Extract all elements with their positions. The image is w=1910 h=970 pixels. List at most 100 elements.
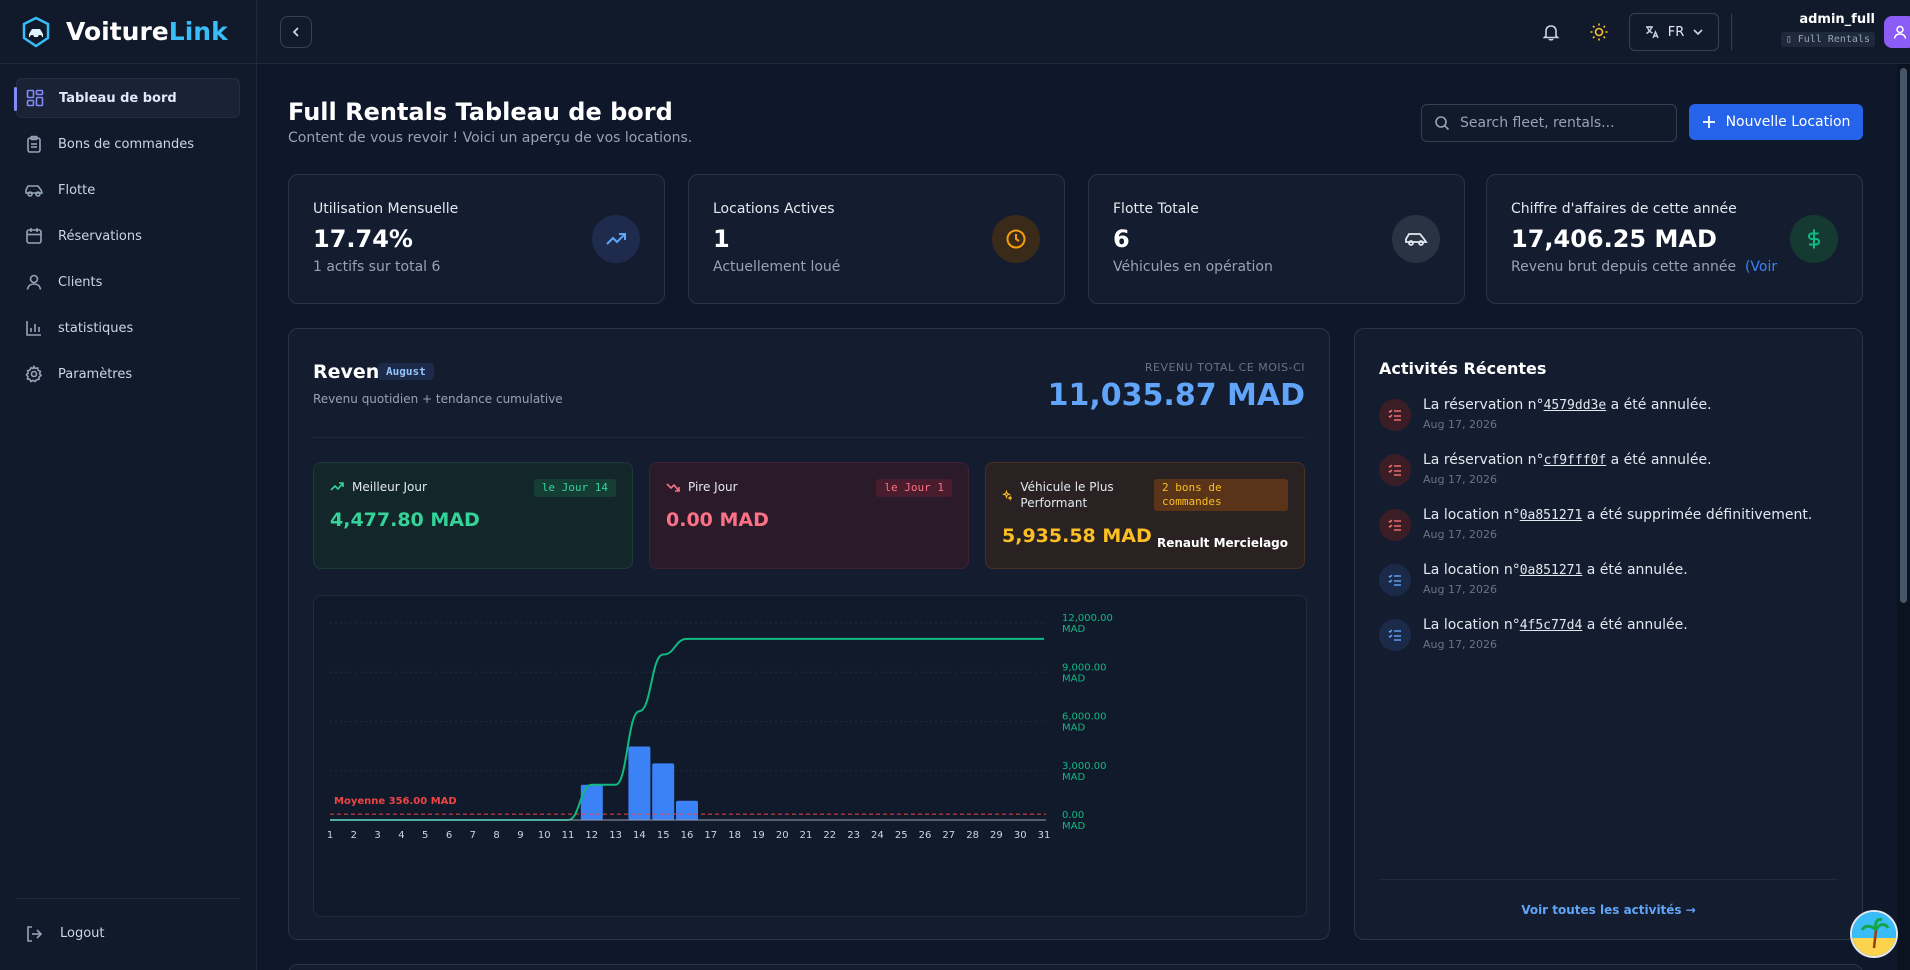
x-tick-label: 26 <box>919 830 932 841</box>
new-rental-button[interactable]: Nouvelle Location <box>1689 104 1863 140</box>
x-tick-label: 25 <box>895 830 908 841</box>
list-item[interactable]: La location n°0a851271 a été annulée. Au… <box>1379 560 1838 615</box>
activities-list: La réservation n°4579dd3e a été annulée.… <box>1379 395 1838 670</box>
sidebar-item-label: statistiques <box>58 320 134 336</box>
x-tick-label: 3 <box>374 830 380 841</box>
stat-label: Flotte Totale <box>1113 201 1199 217</box>
language-select[interactable]: FR <box>1629 13 1719 51</box>
stat-label: Utilisation Mensuelle <box>313 201 459 217</box>
best-day-label: Meilleur Jour <box>330 479 530 495</box>
dashboard-icon <box>25 88 45 108</box>
trending-down-icon <box>666 483 680 492</box>
search-icon <box>1435 116 1450 131</box>
sidebar-item-dashboard[interactable]: Tableau de bord <box>14 78 240 118</box>
x-tick-label: 16 <box>681 830 694 841</box>
best-day-card: Meilleur Jour le Jour 14 4,477.80 MAD <box>313 462 633 569</box>
page-subtitle: Content de vous revoir ! Voici un aperçu… <box>288 130 693 146</box>
view-all-activities-link[interactable]: Voir toutes les activités → <box>1379 879 1838 939</box>
sidebar-item-statistics[interactable]: statistiques <box>16 308 240 348</box>
plus-icon <box>1702 116 1715 128</box>
list-check-icon <box>1379 399 1411 431</box>
revenue-subtitle: Revenu quotidien + tendance cumulative <box>313 392 563 406</box>
clock-icon <box>992 215 1040 263</box>
chevron-left-icon <box>292 27 299 37</box>
sparkles-icon <box>1002 489 1013 502</box>
x-tick-label: 4 <box>398 830 404 841</box>
x-tick-label: 17 <box>704 830 717 841</box>
x-tick-label: 19 <box>752 830 765 841</box>
activity-code[interactable]: 0a851271 <box>1519 508 1583 523</box>
view-more-link[interactable]: (Voir l... <box>1744 259 1781 275</box>
list-item[interactable]: La réservation n°cf9fff0f a été annulée.… <box>1379 450 1838 505</box>
notifications-button[interactable] <box>1539 20 1563 44</box>
revenue-total-label: REVENU TOTAL CE MOIS-CI <box>1144 361 1305 374</box>
page-scrollbar[interactable] <box>1897 64 1910 970</box>
sidebar-item-orders[interactable]: Bons de commandes <box>16 124 240 164</box>
brand-name: VoitureLink <box>66 17 228 46</box>
stat-card-fleet: Flotte Totale 6 Véhicules en opération <box>1088 174 1465 304</box>
activity-date: Aug 17, 2026 <box>1423 638 1497 651</box>
logo-icon <box>22 16 50 48</box>
next-panel <box>288 964 1863 970</box>
logout-button[interactable]: Logout <box>16 898 240 954</box>
x-tick-label: 6 <box>446 830 452 841</box>
list-check-icon <box>1379 564 1411 596</box>
activity-text: La location n°4f5c77d4 a été annulée. <box>1423 617 1688 633</box>
logout-icon <box>24 924 44 944</box>
list-item[interactable]: La location n°0a851271 a été supprimée d… <box>1379 505 1838 560</box>
search-input[interactable] <box>1460 115 1670 131</box>
x-tick-label: 9 <box>517 830 523 841</box>
scrollbar-thumb[interactable] <box>1900 68 1907 603</box>
y-tick-label: 12,000.00 MAD <box>1062 613 1113 635</box>
sidebar-item-settings[interactable]: Paramètres <box>16 354 240 394</box>
activity-date: Aug 17, 2026 <box>1423 583 1497 596</box>
revenue-title: Revenu <box>313 361 393 383</box>
list-item[interactable]: La location n°4f5c77d4 a été annulée. Au… <box>1379 615 1838 670</box>
sidebar-item-label: Tableau de bord <box>59 90 177 106</box>
cumulative-line <box>330 637 1044 821</box>
activity-code[interactable]: cf9fff0f <box>1543 453 1607 468</box>
worst-day-label: Pire Jour <box>666 479 866 495</box>
x-tick-label: 31 <box>1038 830 1051 841</box>
theme-toggle-button[interactable] <box>1587 20 1611 44</box>
collapse-sidebar-button[interactable] <box>280 16 312 48</box>
bar-chart-icon <box>24 318 44 338</box>
sidebar-item-clients[interactable]: Clients <box>16 262 240 302</box>
sidebar-item-reservations[interactable]: Réservations <box>16 216 240 256</box>
brand[interactable]: VoitureLink <box>0 0 256 64</box>
activity-text: La réservation n°cf9fff0f a été annulée. <box>1423 452 1712 468</box>
x-tick-label: 27 <box>942 830 955 841</box>
revenue-chart-svg: 12,000.00 MAD 9,000.00 MAD 6,000.00 MAD 3,000.… <box>327 613 1113 841</box>
activity-code[interactable]: 4579dd3e <box>1543 398 1607 413</box>
list-item[interactable]: La réservation n°4579dd3e a été annulée.… <box>1379 395 1838 450</box>
stat-value: 17,406.25 MAD <box>1511 225 1717 253</box>
x-tick-label: 12 <box>585 830 598 841</box>
topbar-divider <box>1731 14 1732 50</box>
activity-code[interactable]: 0a851271 <box>1519 563 1583 578</box>
avatar[interactable] <box>1884 16 1910 48</box>
chart-bar <box>676 800 698 820</box>
language-label: FR <box>1667 24 1685 40</box>
top-vehicle-value: 5,935.58 MAD <box>1002 525 1152 547</box>
chevron-down-icon <box>1693 29 1703 36</box>
logout-label: Logout <box>60 926 105 941</box>
best-day-value: 4,477.80 MAD <box>330 509 480 531</box>
average-label: Moyenne 356.00 MAD <box>334 796 457 807</box>
user-menu[interactable]: admin_full ▯ Full Rentals <box>1745 12 1875 47</box>
list-check-icon <box>1379 454 1411 486</box>
revenue-chart: 12,000.00 MAD 9,000.00 MAD 6,000.00 MAD 3,000.… <box>313 595 1307 917</box>
user-icon <box>24 272 44 292</box>
page-title: Full Rentals Tableau de bord <box>288 98 673 126</box>
chart-bar <box>580 784 603 820</box>
x-tick-label: 13 <box>609 830 622 841</box>
revenue-panel: Revenu August Revenu quotidien + tendanc… <box>288 328 1330 940</box>
translate-icon <box>1645 26 1659 39</box>
search-box[interactable] <box>1421 104 1677 142</box>
stat-value: 17.74% <box>313 225 413 253</box>
stat-value: 1 <box>713 225 730 253</box>
clipboard-icon <box>24 134 44 154</box>
assistant-button[interactable] <box>1850 910 1898 958</box>
activity-code[interactable]: 4f5c77d4 <box>1519 618 1583 633</box>
sidebar-item-fleet[interactable]: Flotte <box>16 170 240 210</box>
trending-up-icon <box>330 482 344 491</box>
